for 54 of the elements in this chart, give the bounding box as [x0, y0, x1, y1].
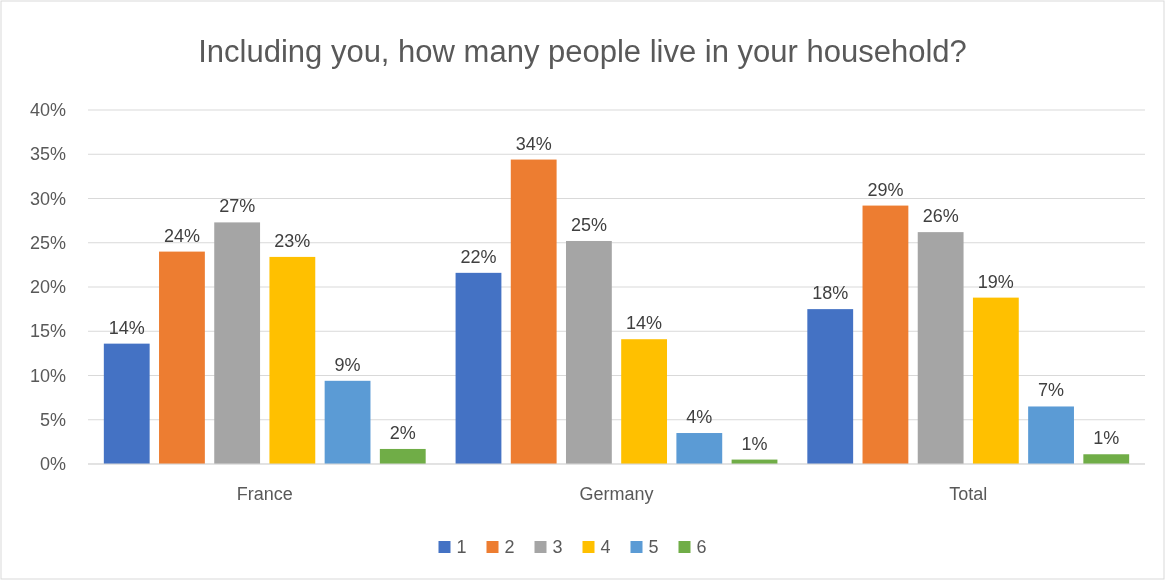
data-label: 27%	[219, 196, 256, 217]
y-tick-label: 25%	[29, 232, 66, 253]
y-tick-label: 10%	[29, 365, 66, 386]
legend-label: 4	[600, 537, 611, 557]
y-tick-label: 35%	[29, 144, 66, 165]
bar	[510, 159, 557, 464]
bar	[269, 256, 316, 464]
legend-label: 6	[696, 537, 707, 557]
data-label: 7%	[1038, 380, 1065, 401]
data-label: 19%	[977, 271, 1014, 292]
bar	[807, 309, 854, 464]
bar	[159, 251, 205, 464]
data-label: 1%	[1093, 428, 1120, 449]
bar	[917, 232, 964, 464]
y-tick-label: 20%	[29, 277, 66, 297]
x-tick-label: Total	[949, 484, 988, 504]
bar	[676, 433, 723, 464]
x-tick-label: France	[236, 484, 293, 504]
x-tick-label: Germany	[579, 484, 654, 504]
bar	[1028, 406, 1074, 464]
data-label: 18%	[812, 283, 849, 304]
data-label: 25%	[570, 214, 607, 235]
y-tick-label: 30%	[29, 188, 66, 209]
chart-title: Including you, how many people live in your household?	[198, 34, 967, 69]
data-label: 1%	[741, 433, 768, 454]
bar	[862, 205, 909, 464]
bar	[103, 343, 150, 464]
data-label: 24%	[163, 225, 200, 246]
bar	[621, 339, 668, 464]
legend-label: 1	[456, 537, 467, 557]
data-label: 29%	[867, 179, 904, 200]
data-label: 14%	[626, 313, 663, 334]
data-label: 9%	[334, 354, 361, 375]
bar	[324, 380, 371, 464]
bar	[379, 448, 426, 464]
bar	[1083, 454, 1130, 464]
bar	[455, 272, 502, 464]
data-label: 22%	[460, 246, 497, 267]
y-tick-label: 15%	[29, 321, 66, 342]
data-label: 14%	[108, 317, 145, 338]
legend-label: 3	[552, 537, 563, 557]
bar	[565, 240, 612, 464]
data-label: 34%	[515, 133, 552, 154]
legend-label: 5	[648, 537, 659, 557]
data-label: 23%	[274, 230, 311, 251]
y-tick-label: 5%	[39, 409, 66, 430]
data-label: 4%	[686, 407, 713, 428]
data-label: 2%	[389, 422, 416, 443]
bar	[214, 222, 261, 464]
y-tick-label: 0%	[39, 454, 66, 474]
legend-label: 2	[504, 537, 515, 557]
data-label: 26%	[922, 206, 959, 227]
y-tick-label: 40%	[29, 100, 66, 120]
bar	[972, 297, 1019, 464]
